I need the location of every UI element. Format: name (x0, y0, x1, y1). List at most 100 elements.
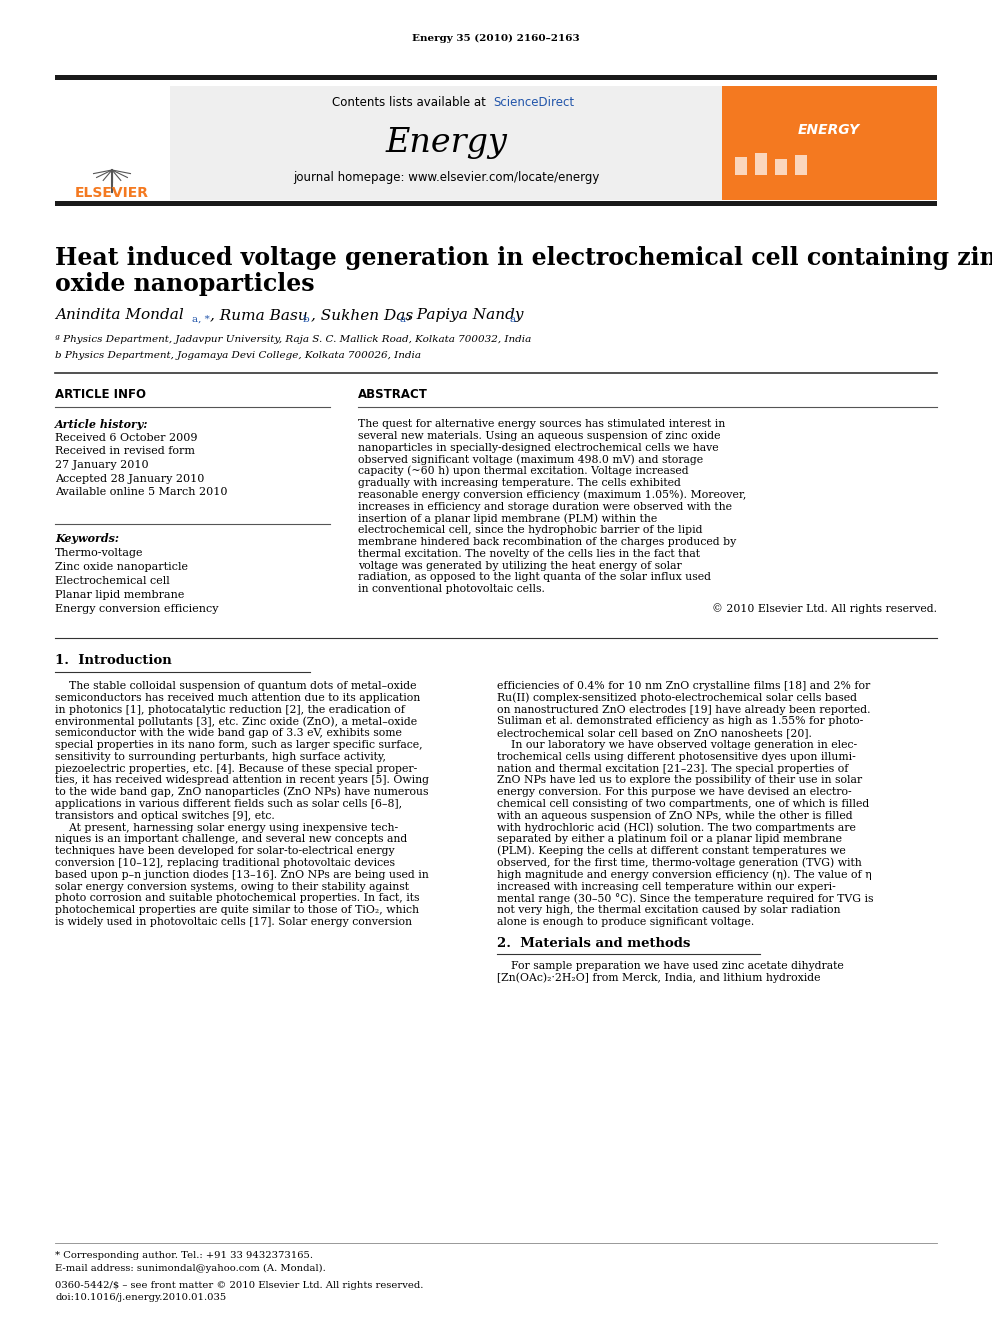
Text: Received in revised form: Received in revised form (55, 446, 195, 456)
Text: transistors and optical switches [9], etc.: transistors and optical switches [9], et… (55, 811, 275, 820)
Text: voltage was generated by utilizing the heat energy of solar: voltage was generated by utilizing the h… (358, 561, 682, 570)
Text: techniques have been developed for solar-to-electrical energy: techniques have been developed for solar… (55, 847, 395, 856)
Text: ZnO NPs have led us to explore the possibility of their use in solar: ZnO NPs have led us to explore the possi… (497, 775, 862, 786)
Text: Keywords:: Keywords: (55, 532, 119, 544)
Text: a, *: a, * (192, 315, 209, 324)
Text: Zinc oxide nanoparticle: Zinc oxide nanoparticle (55, 562, 188, 572)
Text: 27 January 2010: 27 January 2010 (55, 460, 149, 470)
Text: For sample preparation we have used zinc acetate dihydrate: For sample preparation we have used zinc… (497, 960, 844, 971)
Text: nation and thermal excitation [21–23]. The special properties of: nation and thermal excitation [21–23]. T… (497, 763, 848, 774)
Text: Article history:: Article history: (55, 418, 149, 430)
Text: ScienceDirect: ScienceDirect (493, 95, 574, 108)
Text: several new materials. Using an aqueous suspension of zinc oxide: several new materials. Using an aqueous … (358, 431, 720, 441)
Text: (PLM). Keeping the cells at different constant temperatures we: (PLM). Keeping the cells at different co… (497, 845, 846, 856)
Text: a: a (400, 315, 406, 324)
Text: increased with increasing cell temperature within our experi-: increased with increasing cell temperatu… (497, 881, 835, 892)
Text: Suliman et al. demonstrated efficiency as high as 1.55% for photo-: Suliman et al. demonstrated efficiency a… (497, 716, 863, 726)
Text: special properties in its nano form, such as larger specific surface,: special properties in its nano form, suc… (55, 740, 423, 750)
Bar (55, 86, 170, 200)
Text: b: b (303, 315, 310, 324)
Text: ª Physics Department, Jadavpur University, Raja S. C. Mallick Road, Kolkata 7000: ª Physics Department, Jadavpur Universit… (55, 336, 532, 344)
Bar (775, 159, 787, 175)
Text: Planar lipid membrane: Planar lipid membrane (55, 590, 185, 601)
Text: nanoparticles in specially-designed electrochemical cells we have: nanoparticles in specially-designed elec… (358, 443, 718, 452)
Text: [Zn(OAc)₂·2H₂O] from Merck, India, and lithium hydroxide: [Zn(OAc)₂·2H₂O] from Merck, India, and l… (497, 972, 820, 983)
Text: journal homepage: www.elsevier.com/locate/energy: journal homepage: www.elsevier.com/locat… (293, 172, 599, 184)
Text: is widely used in photovoltaic cells [17]. Solar energy conversion: is widely used in photovoltaic cells [17… (55, 917, 412, 927)
Text: insertion of a planar lipid membrane (PLM) within the: insertion of a planar lipid membrane (PL… (358, 513, 658, 524)
Text: At present, harnessing solar energy using inexpensive tech-: At present, harnessing solar energy usin… (55, 823, 398, 832)
Text: Energy conversion efficiency: Energy conversion efficiency (55, 605, 218, 614)
Text: mental range (30–50 °C). Since the temperature required for TVG is: mental range (30–50 °C). Since the tempe… (497, 893, 874, 904)
Text: E-mail address: sunimondal@yahoo.com (A. Mondal).: E-mail address: sunimondal@yahoo.com (A.… (55, 1263, 325, 1273)
Text: capacity (~60 h) upon thermal excitation. Voltage increased: capacity (~60 h) upon thermal excitation… (358, 466, 688, 476)
Text: energy conversion. For this purpose we have devised an electro-: energy conversion. For this purpose we h… (497, 787, 851, 798)
Text: a: a (510, 315, 516, 324)
Text: , Sukhen Das: , Sukhen Das (311, 308, 414, 321)
Text: doi:10.1016/j.energy.2010.01.035: doi:10.1016/j.energy.2010.01.035 (55, 1294, 226, 1303)
Text: with an aqueous suspension of ZnO NPs, while the other is filled: with an aqueous suspension of ZnO NPs, w… (497, 811, 853, 820)
Text: based upon p–n junction diodes [13–16]. ZnO NPs are being used in: based upon p–n junction diodes [13–16]. … (55, 869, 429, 880)
Text: observed significant voltage (maximum 498.0 mV) and storage: observed significant voltage (maximum 49… (358, 454, 703, 464)
Text: photochemical properties are quite similar to those of TiO₂, which: photochemical properties are quite simil… (55, 905, 419, 916)
Text: , Ruma Basu: , Ruma Basu (210, 308, 308, 321)
Text: membrane hindered back recombination of the charges produced by: membrane hindered back recombination of … (358, 537, 736, 546)
Text: © 2010 Elsevier Ltd. All rights reserved.: © 2010 Elsevier Ltd. All rights reserved… (712, 603, 937, 614)
Text: ABSTRACT: ABSTRACT (358, 389, 428, 401)
Bar (795, 155, 807, 175)
Text: solar energy conversion systems, owing to their stability against: solar energy conversion systems, owing t… (55, 881, 409, 892)
Text: not very high, the thermal excitation caused by solar radiation: not very high, the thermal excitation ca… (497, 905, 840, 916)
Text: , Papiya Nandy: , Papiya Nandy (407, 308, 524, 321)
Text: applications in various different fields such as solar cells [6–8],: applications in various different fields… (55, 799, 402, 808)
Text: Electrochemical cell: Electrochemical cell (55, 576, 170, 586)
Text: chemical cell consisting of two compartments, one of which is filled: chemical cell consisting of two compartm… (497, 799, 869, 808)
Text: in conventional photovoltaic cells.: in conventional photovoltaic cells. (358, 585, 545, 594)
Text: Contents lists available at: Contents lists available at (332, 95, 490, 108)
Text: Available online 5 March 2010: Available online 5 March 2010 (55, 487, 227, 497)
Text: The stable colloidal suspension of quantum dots of metal–oxide: The stable colloidal suspension of quant… (55, 681, 417, 691)
Text: ENERGY: ENERGY (798, 123, 860, 138)
Text: photo corrosion and suitable photochemical properties. In fact, its: photo corrosion and suitable photochemic… (55, 893, 420, 904)
Text: in photonics [1], photocatalytic reduction [2], the eradication of: in photonics [1], photocatalytic reducti… (55, 705, 405, 714)
Bar (722, 86, 937, 200)
Text: observed, for the first time, thermo-voltage generation (TVG) with: observed, for the first time, thermo-vol… (497, 857, 862, 868)
Text: trochemical cells using different photosensitive dyes upon illumi-: trochemical cells using different photos… (497, 751, 856, 762)
Text: Accepted 28 January 2010: Accepted 28 January 2010 (55, 474, 204, 483)
Text: 1.  Introduction: 1. Introduction (55, 655, 172, 668)
Text: increases in efficiency and storage duration were observed with the: increases in efficiency and storage dura… (358, 501, 732, 512)
Text: thermal excitation. The novelty of the cells lies in the fact that: thermal excitation. The novelty of the c… (358, 549, 700, 558)
Text: electrochemical cell, since the hydrophobic barrier of the lipid: electrochemical cell, since the hydropho… (358, 525, 702, 536)
Text: semiconductor with the wide band gap of 3.3 eV, exhibits some: semiconductor with the wide band gap of … (55, 728, 402, 738)
Text: electrochemical solar cell based on ZnO nanosheets [20].: electrochemical solar cell based on ZnO … (497, 728, 811, 738)
Text: * Corresponding author. Tel.: +91 33 9432373165.: * Corresponding author. Tel.: +91 33 943… (55, 1250, 313, 1259)
Text: b Physics Department, Jogamaya Devi College, Kolkata 700026, India: b Physics Department, Jogamaya Devi Coll… (55, 351, 421, 360)
Text: ties, it has received widespread attention in recent years [5]. Owing: ties, it has received widespread attenti… (55, 775, 429, 786)
Bar (755, 153, 767, 175)
Text: ELSEVIER: ELSEVIER (75, 187, 149, 200)
Text: Ru(II) complex-sensitized photo-electrochemical solar cells based: Ru(II) complex-sensitized photo-electroc… (497, 692, 857, 703)
Text: Anindita Mondal: Anindita Mondal (55, 308, 184, 321)
Text: environmental pollutants [3], etc. Zinc oxide (ZnO), a metal–oxide: environmental pollutants [3], etc. Zinc … (55, 716, 417, 726)
Text: In our laboratory we have observed voltage generation in elec-: In our laboratory we have observed volta… (497, 740, 857, 750)
Text: with hydrochloric acid (HCl) solution. The two compartments are: with hydrochloric acid (HCl) solution. T… (497, 823, 856, 833)
Text: alone is enough to produce significant voltage.: alone is enough to produce significant v… (497, 917, 754, 927)
Text: niques is an important challenge, and several new concepts and: niques is an important challenge, and se… (55, 835, 408, 844)
Text: Heat induced voltage generation in electrochemical cell containing zinc: Heat induced voltage generation in elect… (55, 246, 992, 270)
Bar (735, 157, 747, 175)
Text: oxide nanoparticles: oxide nanoparticles (55, 273, 314, 296)
Text: gradually with increasing temperature. The cells exhibited: gradually with increasing temperature. T… (358, 478, 681, 488)
Text: semiconductors has received much attention due to its application: semiconductors has received much attenti… (55, 693, 421, 703)
Text: high magnitude and energy conversion efficiency (η). The value of η: high magnitude and energy conversion eff… (497, 869, 872, 880)
Text: piezoelectric properties, etc. [4]. Because of these special proper-: piezoelectric properties, etc. [4]. Beca… (55, 763, 418, 774)
Text: radiation, as opposed to the light quanta of the solar influx used: radiation, as opposed to the light quant… (358, 573, 711, 582)
Text: on nanostructured ZnO electrodes [19] have already been reported.: on nanostructured ZnO electrodes [19] ha… (497, 705, 871, 714)
Text: ARTICLE INFO: ARTICLE INFO (55, 389, 146, 401)
Text: efficiencies of 0.4% for 10 nm ZnO crystalline films [18] and 2% for: efficiencies of 0.4% for 10 nm ZnO cryst… (497, 681, 870, 691)
Text: 0360-5442/$ – see front matter © 2010 Elsevier Ltd. All rights reserved.: 0360-5442/$ – see front matter © 2010 El… (55, 1281, 424, 1290)
Bar (170, 86, 722, 200)
Text: Thermo-voltage: Thermo-voltage (55, 548, 144, 558)
Text: Received 6 October 2009: Received 6 October 2009 (55, 433, 197, 443)
Text: Energy: Energy (385, 127, 507, 159)
Text: separated by either a platinum foil or a planar lipid membrane: separated by either a platinum foil or a… (497, 835, 842, 844)
Text: Energy 35 (2010) 2160–2163: Energy 35 (2010) 2160–2163 (413, 33, 579, 42)
